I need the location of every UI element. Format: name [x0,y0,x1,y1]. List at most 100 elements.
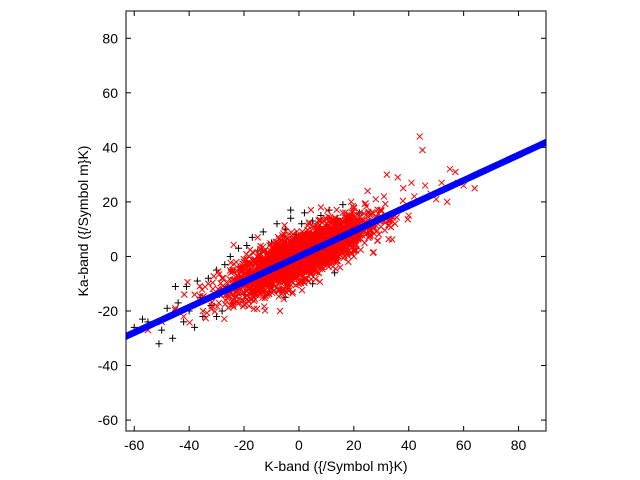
data-point-x [250,289,257,296]
data-point-x [229,266,237,274]
data-point-x [331,218,338,225]
data-point-x [325,213,332,220]
data-point-x [313,268,321,276]
data-point-x [308,230,316,238]
data-point-x [282,249,290,257]
data-point-x [280,295,288,303]
data-point-x [229,292,237,300]
data-point-x [286,267,294,274]
data-point-x [360,210,368,217]
data-point-x [366,231,374,238]
data-point-plus [155,340,163,348]
x-tick-label: 0 [295,437,303,453]
data-point-x [230,241,238,249]
data-point-x [319,252,327,260]
data-point-x [301,258,309,266]
data-point-x [268,285,275,293]
data-point-x [238,296,246,304]
data-point-plus [218,307,226,315]
data-point-x [233,272,241,279]
data-point-x [273,249,281,257]
data-point-x [333,206,340,214]
data-point-x [220,315,228,323]
data-point-x [376,206,384,214]
data-point-plus [259,228,267,236]
data-point-plus [248,233,256,241]
data-point-x [377,206,385,214]
data-point-plus [158,326,166,334]
data-point-x [336,216,344,224]
data-point-x [381,200,389,208]
data-point-x [231,292,239,300]
data-point-x [280,244,287,252]
y-tick-label: 80 [102,30,118,46]
data-point-x [361,200,369,208]
data-point-plus [287,206,295,214]
data-point-x [443,198,451,206]
data-point-x [215,271,223,278]
x-tick-label: 80 [511,437,527,453]
data-point-x [375,230,383,238]
data-point-x [338,248,346,256]
data-point-x [245,252,253,260]
data-point-x [217,279,225,287]
data-point-plus [273,220,281,228]
data-point-x [347,240,354,247]
data-point-plus [287,214,295,222]
plot-area [126,133,546,348]
data-point-x [344,258,352,266]
axes: -60 -40 -20 0 20 40 60 80 -60 -40 -20 0 20 40 60 80 [98,10,547,453]
data-point-x [204,280,212,288]
x-tick-label: 40 [401,437,417,453]
data-point-x [226,275,234,283]
data-point-x [250,297,258,305]
data-point-x [240,258,248,266]
data-point-x [230,260,238,268]
data-point-x [336,264,344,271]
data-point-x [293,238,301,246]
data-point-x [391,220,399,228]
data-point-x [240,255,248,263]
data-point-x [311,232,319,239]
data-point-x [220,274,227,282]
data-point-x [313,238,320,245]
data-point-x [350,234,358,242]
data-point-x [298,286,306,294]
data-point-x [353,214,360,221]
y-tick-label: 60 [102,85,118,101]
data-point-x [215,299,223,307]
data-point-x [202,314,210,322]
data-point-plus [199,312,207,320]
data-point-x [300,260,308,267]
y-axis-label: Ka-band ({/Symbol m}K) [75,146,91,297]
data-point-plus [138,315,146,323]
data-point-x [350,247,358,254]
data-point-x [267,240,274,247]
data-point-x [278,286,286,294]
data-point-x [319,250,327,258]
data-point-x [452,168,459,176]
data-point-x [284,273,292,281]
data-point-x [262,292,270,300]
data-point-x [255,250,263,258]
data-point-x [319,225,327,233]
data-point-x [410,193,418,200]
data-point-plus [182,282,190,290]
data-point-x [180,313,188,320]
data-point-x [313,257,321,265]
data-point-x [359,216,366,224]
data-point-plus [213,312,221,320]
data-point-x [250,256,257,263]
data-point-x [317,217,325,225]
data-point-x [323,207,331,214]
x-tick-label: -20 [234,437,254,453]
data-point-x [196,282,204,290]
data-point-x [333,258,340,265]
data-point-x [383,171,391,178]
data-point-x [295,263,302,271]
data-point-x [330,216,338,224]
plot-frame [125,10,547,432]
data-point-x [364,187,371,195]
data-point-x [260,303,268,310]
data-point-x [213,303,221,310]
